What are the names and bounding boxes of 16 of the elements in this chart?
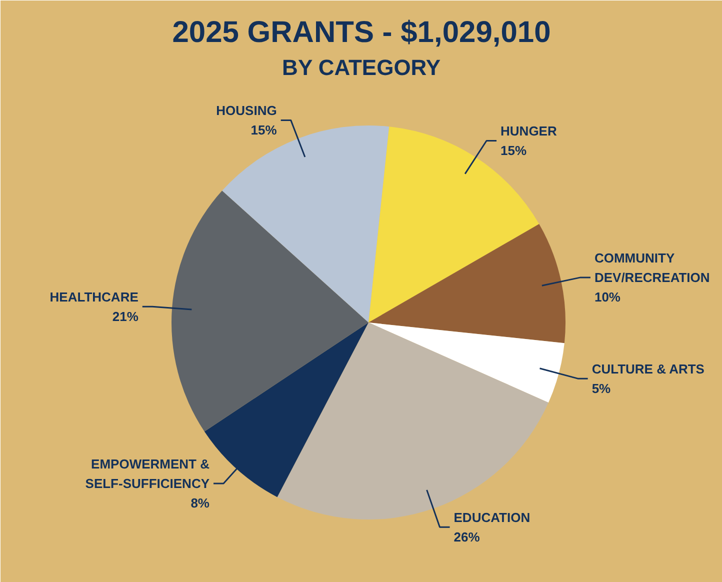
slice-label: COMMUNITY DEV/RECREATION (594, 250, 710, 285)
slice-label: HOUSING (216, 102, 277, 118)
slice-label: EMPOWERMENT & SELF-SUFFICIENCY (85, 456, 210, 492)
chart-subtitle: BY CATEGORY (282, 55, 441, 80)
data-label: 5% (592, 380, 612, 396)
slice-label: CULTURE & ARTS (592, 361, 705, 376)
data-label: 21% (112, 308, 139, 324)
data-label: 8% (190, 496, 210, 511)
data-label: 15% (500, 143, 527, 158)
slice-label: HEALTHCARE (50, 289, 139, 304)
slice-label: HUNGER (500, 124, 558, 139)
chart-title: 2025 GRANTS - $1,029,010 (172, 16, 551, 49)
data-label: 10% (594, 289, 621, 304)
data-label: 15% (250, 122, 278, 138)
slice-label: EDUCATION (454, 510, 530, 525)
data-label: 26% (454, 529, 480, 544)
